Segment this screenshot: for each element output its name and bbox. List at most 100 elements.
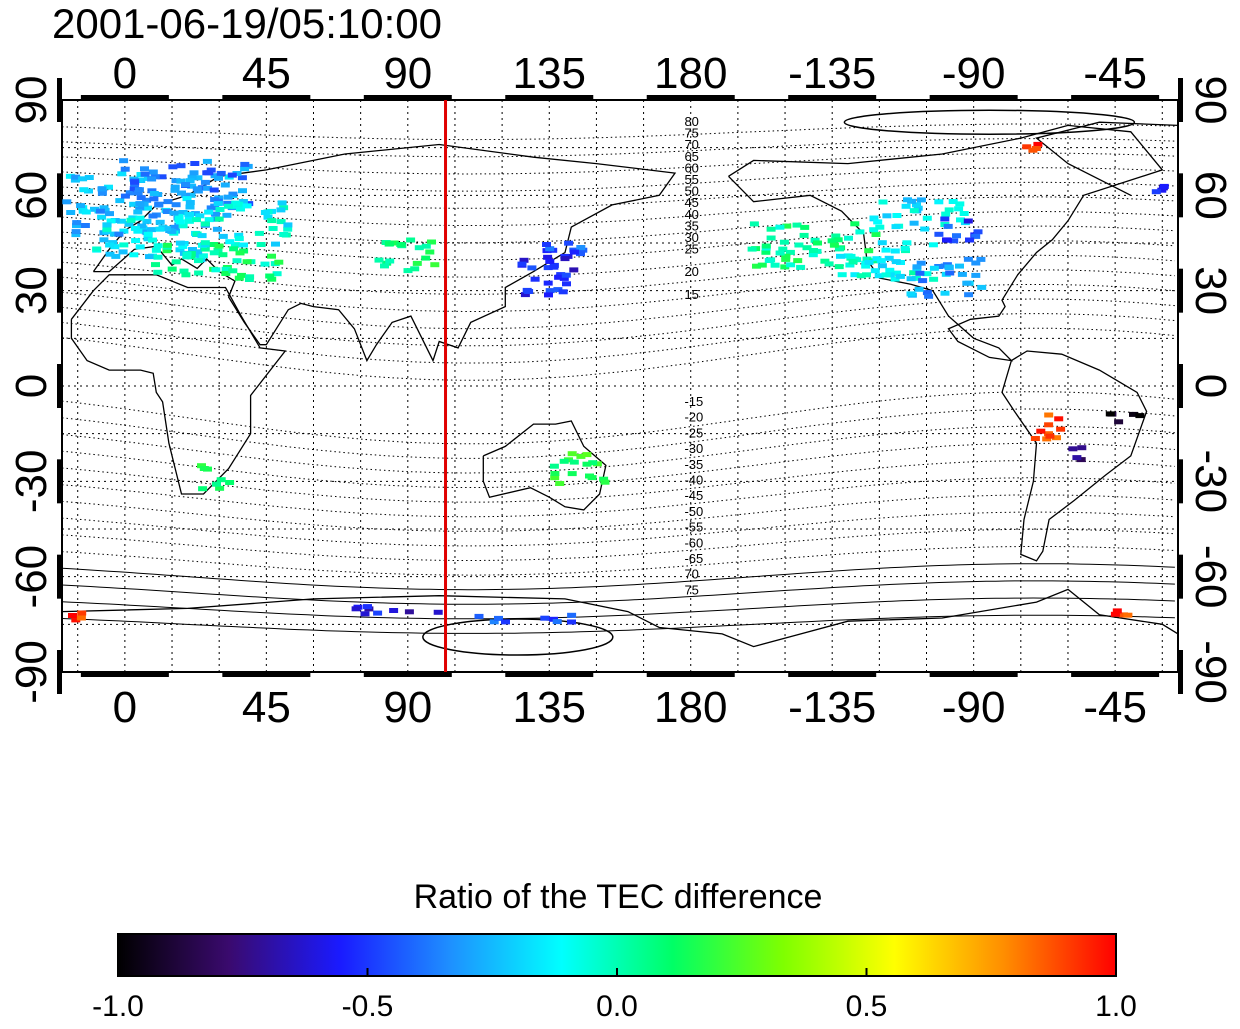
tec-cell	[162, 209, 172, 214]
tec-cell	[92, 246, 102, 252]
tec-cell	[176, 163, 186, 169]
tec-cell	[229, 246, 239, 252]
tec-cell	[97, 214, 107, 220]
frame-tick-top	[646, 95, 735, 100]
tec-cell	[240, 166, 250, 172]
tec-cell	[193, 249, 203, 255]
tec-cell	[1030, 436, 1040, 441]
tec-cell	[137, 223, 147, 229]
tec-cell	[421, 255, 431, 261]
tec-cell	[749, 221, 759, 227]
tec-cell	[200, 240, 210, 246]
tec-cell	[1135, 413, 1145, 419]
tec-cell	[891, 224, 901, 230]
tec-cell	[84, 175, 94, 180]
contour-label: 35	[684, 218, 698, 233]
tec-cell	[761, 249, 771, 255]
tec-cell	[99, 237, 109, 243]
tec-cell	[569, 267, 579, 273]
tec-cell	[558, 289, 568, 295]
tec-cell	[957, 271, 967, 277]
tec-cell	[914, 286, 924, 292]
tec-cell	[71, 617, 81, 623]
bottom-longitude-label: 135	[513, 683, 586, 732]
tec-cell	[155, 226, 165, 232]
tec-cell	[126, 217, 136, 223]
left-latitude-label: 90	[7, 76, 56, 125]
magnetic-contour	[62, 597, 1175, 620]
tec-cell	[119, 158, 129, 164]
tec-cell	[214, 175, 223, 181]
tec-cell	[824, 261, 834, 267]
tec-cell	[944, 207, 954, 213]
frame-tick-left	[57, 364, 62, 408]
tec-cell	[396, 242, 406, 247]
tec-cell	[212, 226, 222, 232]
tec-cell	[965, 237, 974, 243]
contour-label: 70	[684, 137, 698, 152]
frame-tick-left	[57, 173, 62, 218]
tec-cell	[140, 166, 149, 172]
tec-cell	[954, 206, 964, 212]
tec-cell	[576, 453, 586, 459]
tec-cell	[543, 254, 553, 260]
contour-label: 55	[684, 172, 698, 187]
tec-cell	[171, 259, 181, 265]
tec-cell	[864, 248, 874, 254]
frame-tick-top	[1071, 95, 1160, 100]
contour-label: 50	[684, 184, 698, 199]
tec-cell	[578, 247, 588, 253]
tec-cell	[808, 252, 818, 258]
tec-cell	[775, 224, 785, 230]
tec-cell	[157, 174, 167, 180]
magnetic-contour	[62, 460, 1175, 503]
tec-cell	[68, 613, 77, 618]
tec-cell	[135, 205, 145, 211]
top-longitude-label: -135	[788, 49, 876, 98]
tec-cell	[214, 216, 224, 222]
tec-cell	[360, 611, 370, 617]
tec-cell	[934, 231, 944, 237]
tec-cell	[197, 233, 207, 239]
tec-cell	[71, 229, 81, 235]
tec-cell	[576, 245, 586, 250]
frame-tick-right	[1178, 364, 1183, 408]
tec-cell	[223, 200, 233, 206]
frame-tick-bottom	[1071, 672, 1160, 677]
tec-cell	[559, 458, 569, 464]
tec-cell	[133, 190, 143, 196]
tec-cell	[125, 190, 135, 196]
tec-cell	[136, 195, 146, 201]
tec-cell	[956, 217, 965, 223]
north-pole-contour	[843, 109, 1136, 135]
tec-cell	[1033, 141, 1043, 147]
tec-cell	[920, 226, 930, 232]
tec-cell	[117, 171, 127, 177]
tec-cell	[545, 258, 555, 264]
tec-cell	[374, 257, 384, 263]
tec-cell	[876, 258, 886, 264]
tec-cell	[176, 178, 186, 184]
contour-label: 45	[684, 195, 698, 210]
frame-tick-bottom	[222, 672, 311, 677]
tec-cell	[215, 207, 225, 212]
tec-cell	[192, 231, 202, 237]
tec-cell	[174, 214, 184, 220]
tec-cell	[216, 170, 226, 176]
tec-cell	[494, 615, 503, 621]
tec-cell	[213, 201, 223, 207]
magnetic-contour	[62, 563, 1175, 591]
tec-cell	[846, 253, 856, 259]
tec-cell	[66, 210, 76, 215]
tec-cell	[963, 256, 973, 262]
tec-cell	[906, 276, 916, 282]
tec-cell	[752, 263, 761, 269]
tec-cell	[232, 258, 242, 264]
tec-cell	[242, 259, 252, 265]
contour-label: 25	[684, 242, 698, 257]
left-latitude-label: 30	[7, 266, 56, 315]
tec-cell	[182, 251, 192, 257]
tec-cell	[884, 255, 894, 261]
tec-cell	[929, 276, 939, 282]
tec-cell	[800, 224, 810, 230]
